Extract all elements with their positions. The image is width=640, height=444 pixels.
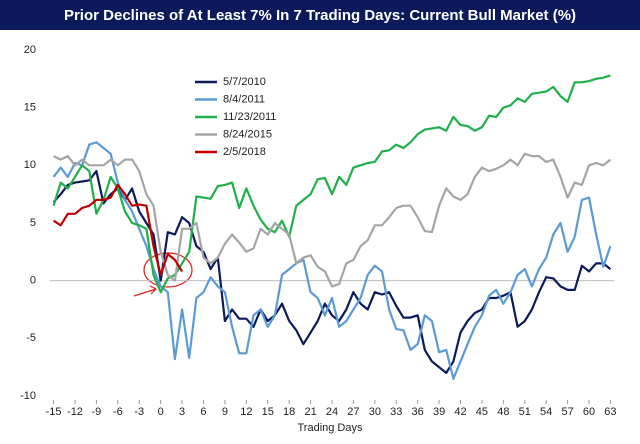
x-tick-label: -6 xyxy=(113,406,123,418)
series-line xyxy=(52,170,612,374)
x-tick-label: -9 xyxy=(92,406,102,418)
x-tick-label: 60 xyxy=(583,406,595,418)
x-tick-label: 15 xyxy=(262,406,274,418)
y-tick-label: 5 xyxy=(30,217,36,229)
x-tick-label: -12 xyxy=(67,406,83,418)
title-banner xyxy=(0,0,640,30)
y-tick-label: -5 xyxy=(26,332,36,344)
x-axis-label: Trading Days xyxy=(297,422,363,434)
series-line xyxy=(52,141,612,380)
series-line xyxy=(53,152,612,288)
x-tick-label: 63 xyxy=(604,406,616,418)
x-tick-label: 27 xyxy=(347,406,359,418)
x-tick-label: 30 xyxy=(369,406,381,418)
x-tick-label: 36 xyxy=(412,406,424,418)
x-tick-label: 18 xyxy=(283,406,295,418)
x-tick-label: 3 xyxy=(179,406,185,418)
x-tick-label: -15 xyxy=(46,406,62,418)
legend-label: 5/7/2010 xyxy=(223,76,266,88)
legend-label: 8/24/2015 xyxy=(223,128,272,140)
y-tick-label: 20 xyxy=(24,44,36,56)
legend-label: 11/23/2011 xyxy=(223,111,276,123)
x-tick-label: 33 xyxy=(390,406,402,418)
x-tick-label: 54 xyxy=(540,406,552,418)
x-tick-label: 57 xyxy=(561,406,573,418)
x-tick-label: 45 xyxy=(476,406,488,418)
legend-label: 8/4/2011 xyxy=(223,93,265,105)
x-tick-label: 21 xyxy=(304,406,316,418)
x-tick-label: 9 xyxy=(222,406,228,418)
x-tick-label: 42 xyxy=(454,406,466,418)
annotation-arrow xyxy=(133,285,158,297)
x-tick-label: 39 xyxy=(433,406,445,418)
y-tick-label: 10 xyxy=(24,159,36,171)
y-tick-label: -10 xyxy=(20,390,36,402)
x-tick-label: -3 xyxy=(134,406,144,418)
x-tick-label: 51 xyxy=(519,406,531,418)
y-tick-label: 15 xyxy=(24,102,36,114)
x-tick-label: 6 xyxy=(200,406,206,418)
series-line xyxy=(53,183,184,276)
x-tick-label: 0 xyxy=(158,406,164,418)
y-tick-label: 0 xyxy=(30,275,36,287)
x-tick-label: 48 xyxy=(497,406,509,418)
legend-label: 2/5/2018 xyxy=(223,146,266,158)
chart-title: Prior Declines of At Least 7% In 7 Tradi… xyxy=(64,7,576,24)
annotation-circle xyxy=(143,252,193,288)
x-tick-label: 12 xyxy=(240,406,252,418)
series-line xyxy=(52,74,611,294)
x-tick-label: 24 xyxy=(326,406,338,418)
